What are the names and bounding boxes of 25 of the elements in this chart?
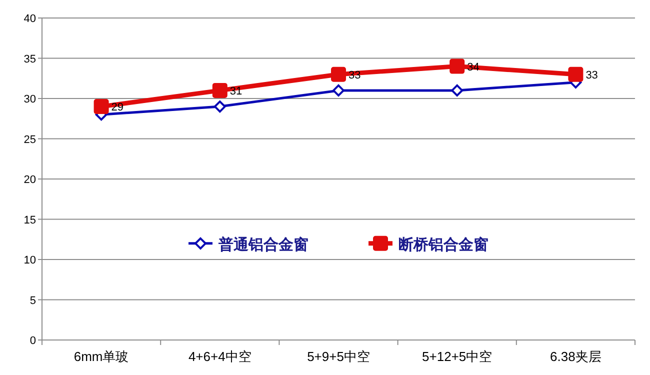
x-tick-label: 5+12+5中空	[422, 349, 492, 364]
y-tick-label: 20	[24, 174, 36, 186]
point	[450, 58, 465, 74]
x-tick-label: 6mm单玻	[74, 349, 129, 364]
point	[331, 66, 346, 82]
point	[568, 66, 584, 82]
y-tick-label: 35	[24, 53, 36, 66]
point	[94, 99, 109, 114]
x-tick-label: 6.38夹层	[550, 349, 602, 364]
data-label: 33	[586, 69, 598, 82]
point	[332, 84, 344, 96]
point	[451, 84, 464, 96]
point	[214, 100, 226, 113]
y-tick-label: 40	[24, 13, 36, 25]
y-tick-label: 0	[30, 335, 36, 347]
y-tick-label: 15	[24, 214, 36, 226]
legend-label: 普通铝合金窗	[218, 235, 308, 254]
legend-label: 断桥铝合金窗	[398, 235, 488, 254]
y-tick-label: 10	[24, 254, 36, 266]
y-tick-label: 5	[30, 294, 36, 307]
y-tick-label: 25	[24, 134, 36, 146]
y-tick-label: 30	[24, 94, 36, 106]
x-tick-label: 5+9+5中空	[307, 349, 370, 364]
x-tick-label: 4+6+4中空	[188, 349, 252, 364]
point	[212, 82, 228, 98]
